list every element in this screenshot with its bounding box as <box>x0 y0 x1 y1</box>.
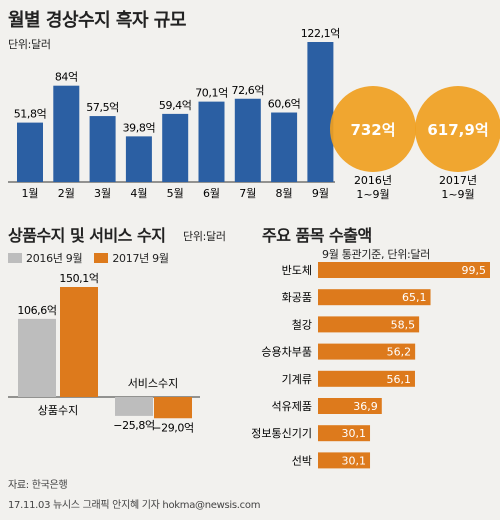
total-circle <box>330 86 416 172</box>
gs-value-label: −25,8억 <box>113 419 154 432</box>
export-value-label: 30,1 <box>342 454 367 467</box>
export-value-label: 30,1 <box>342 427 367 440</box>
export-item-label: 반도체 <box>282 264 312 277</box>
legend-swatch-2016 <box>8 253 22 263</box>
export-item-label: 석유제품 <box>272 400 312 413</box>
monthly-category-label: 1월 <box>21 187 38 200</box>
export-bar <box>318 343 416 360</box>
monthly-bar <box>198 101 225 182</box>
total-circle <box>415 86 500 172</box>
gs-bar <box>18 318 56 397</box>
total-value-label: 732억 <box>350 121 395 139</box>
gs-category-label: 서비스수지 <box>128 377 179 390</box>
export-value-label: 56,2 <box>387 346 412 359</box>
monthly-bar <box>307 42 334 182</box>
exports-bar-chart: 99,5 반도체 65,1 화공품 58,5 철강 56,2 승용차부품 56,1 기계류 36,9… <box>251 262 490 469</box>
export-item-label: 기계류 <box>282 373 312 386</box>
legend-swatch-2017 <box>94 253 109 263</box>
monthly-category-label: 5월 <box>167 187 184 200</box>
export-item-label: 승용차부품 <box>261 346 312 359</box>
export-item-label: 철강 <box>292 318 312 331</box>
total-period-year: 2017년 <box>439 174 477 187</box>
legend: 2016년 9월 2017년 9월 <box>8 250 169 266</box>
monthly-category-label: 7월 <box>239 187 256 200</box>
monthly-value-label: 51,8억 <box>14 108 47 121</box>
gs-bar <box>60 287 98 397</box>
monthly-bar <box>53 85 80 182</box>
monthly-category-label: 2월 <box>58 187 75 200</box>
monthly-title: 월별 경상수지 흑자 규모 <box>8 10 186 31</box>
export-value-label: 56,1 <box>386 373 411 386</box>
exports-title: 주요 품목 수출액 <box>262 226 372 245</box>
goods-services-chart: 106,6억 −25,8억 150,1억 −29,0억 상품수지 서비스수지 <box>8 272 200 434</box>
gs-value-label: 150,1억 <box>59 272 98 285</box>
goods-services-unit: 단위:달러 <box>183 230 226 243</box>
legend-label-2017: 2017년 9월 <box>112 252 169 265</box>
export-item-label: 화공품 <box>282 291 312 304</box>
export-bar <box>318 452 371 469</box>
monthly-value-label: 70,1억 <box>195 87 228 100</box>
monthly-unit: 단위:달러 <box>8 38 51 51</box>
monthly-category-label: 9월 <box>312 187 329 200</box>
monthly-bar <box>89 116 116 182</box>
total-period-months: 1~9월 <box>356 188 389 201</box>
export-value-label: 36,9 <box>353 400 378 413</box>
exports-unit: 9월 통관기준, 단위:달러 <box>322 248 431 261</box>
monthly-bar <box>125 136 152 182</box>
credit-line: 17.11.03 뉴시스 그래픽 안지혜 기자 hokma@newsis.com <box>8 500 261 511</box>
monthly-bar <box>17 122 43 182</box>
monthly-category-label: 6월 <box>203 187 220 200</box>
gs-value-label: 106,6억 <box>17 304 56 317</box>
monthly-value-label: 60,6억 <box>268 98 301 111</box>
total-period-months: 1~9월 <box>441 188 474 201</box>
export-item-label: 선박 <box>292 454 312 467</box>
total-period-year: 2016년 <box>354 174 392 187</box>
gs-bar <box>115 397 153 416</box>
monthly-bar <box>271 112 298 182</box>
export-value-label: 58,5 <box>391 318 416 331</box>
export-bar <box>318 289 431 306</box>
monthly-bar <box>234 98 261 182</box>
monthly-value-label: 84억 <box>55 71 78 84</box>
export-bar <box>318 425 371 442</box>
source-line: 자료: 한국은행 <box>8 480 68 491</box>
export-bar <box>318 316 420 333</box>
goods-services-title: 상품수지 및 서비스 수지 <box>8 226 166 245</box>
export-value-label: 99,5 <box>462 264 487 277</box>
monthly-value-label: 72,6억 <box>231 84 264 97</box>
monthly-value-label: 122,1억 <box>301 27 340 40</box>
export-item-label: 정보통신기기 <box>251 427 312 440</box>
monthly-category-label: 3월 <box>94 187 111 200</box>
export-bar <box>318 370 415 387</box>
gs-value-label: −29,0억 <box>152 421 193 434</box>
export-bar <box>318 398 382 414</box>
gs-category-label: 상품수지 <box>38 404 78 417</box>
export-value-label: 65,1 <box>402 291 427 304</box>
export-bar <box>318 262 490 278</box>
gs-bar <box>154 397 192 419</box>
monthly-value-label: 57,5억 <box>86 101 119 114</box>
legend-label-2016: 2016년 9월 <box>26 252 83 265</box>
monthly-bar <box>162 113 189 182</box>
monthly-bar-chart: 51,8억 1월 84억 2월 57,5억 3월 39,8억 4월 59,4억 5월 70,1억 6월… <box>8 27 340 200</box>
total-value-label: 617,9억 <box>427 121 488 139</box>
monthly-category-label: 8월 <box>276 187 293 200</box>
monthly-value-label: 39,8억 <box>123 121 156 134</box>
monthly-category-label: 4월 <box>130 187 147 200</box>
monthly-value-label: 59,4억 <box>159 99 192 112</box>
